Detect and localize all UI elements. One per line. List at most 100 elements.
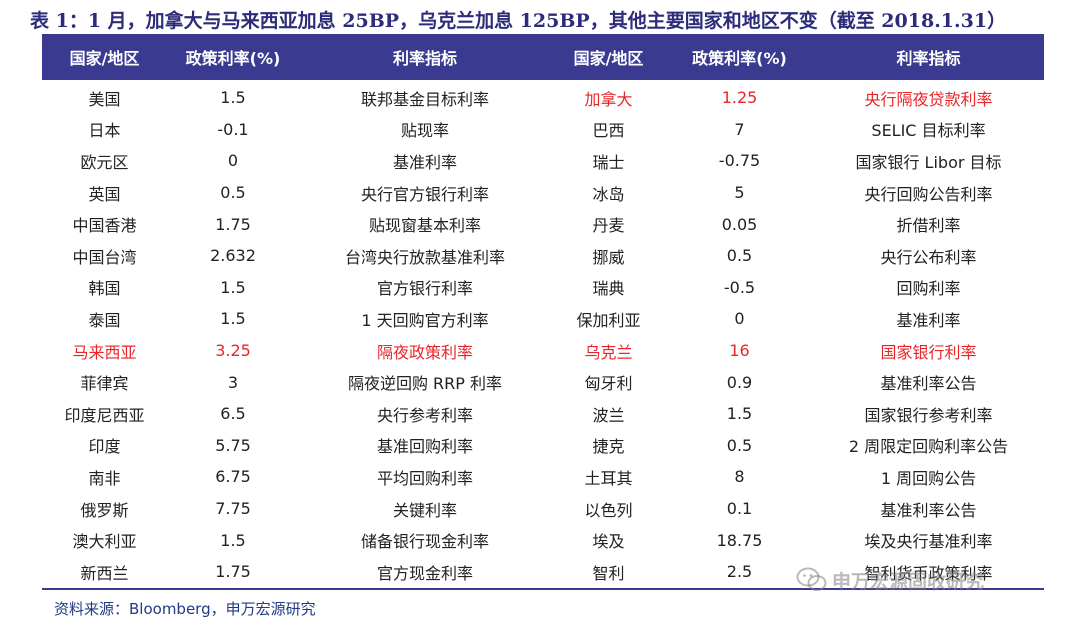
cell-indicator-right: 智利货币政策利率 (864, 563, 993, 583)
cell-region-right: 匈牙利 (584, 374, 633, 394)
cell-region-left: 泰国 (88, 310, 121, 330)
cell-region-left: 美国 (88, 89, 121, 109)
cell-indicator-left: 官方银行利率 (376, 279, 473, 299)
cell-rate-left: 1.5 (220, 309, 246, 329)
cell-rate-left: 2.632 (210, 246, 256, 266)
cell-rate-left: 1.75 (215, 214, 251, 234)
source-note: 资料来源：Bloomberg，申万宏源研究 (54, 600, 316, 618)
cell-rate-left: 1.75 (215, 562, 251, 582)
cell-indicator-right: 折借利率 (896, 216, 961, 236)
cell-region-right: 土耳其 (584, 468, 633, 488)
cell-region-right: 以色列 (584, 500, 633, 520)
cell-region-right: 乌克兰 (584, 342, 633, 362)
table-header: 国家/地区 政策利率(%) 利率指标 国家/地区 政策利率(%) 利率指标 (42, 34, 1044, 80)
header-region-right: 国家/地区 (573, 49, 644, 68)
table-row: 菲律宾 3 隔夜逆回购 RRP 利率 匈牙利 0.9 基准利率公告 (42, 366, 1044, 398)
cell-region-right: 捷克 (592, 437, 625, 457)
cell-region-right: 冰岛 (592, 184, 625, 204)
table-row: 日本 -0.1 贴现率 巴西 7 SELIC 目标利率 (42, 114, 1044, 146)
table-row: 南非 6.75 平均回购利率 土耳其 8 1 周回购公告 (42, 461, 1044, 493)
cell-indicator-right: 回购利率 (896, 279, 961, 299)
cell-indicator-right: 基准利率公告 (880, 374, 977, 394)
table-row: 泰国 1.5 1 天回购官方利率 保加利亚 0 基准利率 (42, 303, 1044, 335)
cell-indicator-left: 贴现率 (400, 121, 449, 141)
cell-indicator-right: 埃及央行基准利率 (864, 532, 993, 552)
cell-region-left: 日本 (88, 121, 121, 141)
cell-region-right: 瑞士 (592, 152, 625, 172)
cell-indicator-left: 贴现窗基本利率 (368, 216, 481, 236)
cell-region-right: 瑞典 (592, 279, 625, 299)
cell-region-left: 马来西亚 (72, 342, 137, 362)
wechat-icon (796, 567, 827, 591)
cell-rate-right: 0 (734, 309, 745, 329)
cell-rate-left: 1.5 (220, 88, 246, 108)
cell-region-left: 欧元区 (80, 152, 129, 172)
cell-indicator-left: 储备银行现金利率 (360, 532, 489, 552)
cell-indicator-left: 联邦基金目标利率 (360, 89, 489, 109)
cell-rate-right: 0.5 (726, 246, 753, 266)
table-row: 澳大利亚 1.5 储备银行现金利率 埃及 18.75 埃及央行基准利率 (42, 524, 1044, 556)
cell-indicator-left: 1 天回购官方利率 (361, 310, 489, 330)
cell-rate-left: 0.5 (220, 183, 246, 203)
cell-region-left: 中国台湾 (72, 247, 137, 267)
table-row: 新西兰 1.75 官方现金利率 智利 2.5 智利货币政策利率 (42, 556, 1044, 588)
table-row: 印度尼西亚 6.5 央行参考利率 波兰 1.5 国家银行参考利率 (42, 398, 1044, 430)
cell-indicator-right: 央行回购公告利率 (864, 184, 993, 204)
cell-indicator-right: SELIC 目标利率 (871, 121, 986, 141)
cell-indicator-left: 官方现金利率 (376, 563, 473, 583)
cell-rate-left: 5.75 (215, 435, 251, 455)
cell-region-left: 菲律宾 (80, 374, 129, 394)
cell-indicator-right: 国家银行利率 (880, 342, 977, 362)
table-title: 表 1：1 月，加拿大与马来西亚加息 25BP，乌克兰加息 125BP，其他主要… (30, 10, 1007, 32)
cell-region-right: 智利 (592, 563, 625, 583)
table-row: 美国 1.5 联邦基金目标利率 加拿大 1.25 央行隔夜贷款利率 (42, 82, 1044, 114)
cell-rate-right: 5 (734, 183, 745, 203)
cell-rate-right: 1.25 (721, 88, 758, 108)
table-row: 韩国 1.5 官方银行利率 瑞典 -0.5 回购利率 (42, 272, 1044, 304)
policy-rate-table: 国家/地区 政策利率(%) 利率指标 国家/地区 政策利率(%) 利率指标 美国… (42, 34, 1044, 590)
header-region-left: 国家/地区 (69, 49, 140, 68)
cell-rate-left: 0 (227, 151, 239, 171)
cell-region-right: 波兰 (592, 405, 625, 425)
cell-region-left: 中国香港 (72, 216, 137, 236)
cell-region-left: 韩国 (88, 279, 121, 299)
table-row: 中国香港 1.75 贴现窗基本利率 丹麦 0.05 折借利率 (42, 208, 1044, 240)
cell-indicator-left: 基准回购利率 (376, 437, 473, 457)
cell-rate-left: -0.1 (217, 119, 249, 139)
cell-indicator-right: 基准利率 (896, 310, 961, 330)
cell-indicator-left: 关键利率 (392, 500, 457, 520)
cell-region-right: 加拿大 (584, 89, 633, 109)
cell-rate-right: 18.75 (716, 530, 763, 550)
cell-rate-left: 6.5 (220, 404, 246, 424)
cell-indicator-left: 基准利率 (392, 152, 457, 172)
header-indicator-right: 利率指标 (896, 49, 961, 68)
cell-indicator-right: 国家银行参考利率 (864, 405, 993, 425)
cell-indicator-left: 平均回购利率 (376, 468, 473, 488)
cell-region-left: 澳大利亚 (72, 532, 137, 552)
table-row: 马来西亚 3.25 隔夜政策利率 乌克兰 16 国家银行利率 (42, 335, 1044, 367)
cell-indicator-right: 央行公布利率 (880, 247, 977, 267)
cell-rate-right: 0.05 (721, 214, 758, 234)
cell-region-left: 印度尼西亚 (64, 405, 145, 425)
cell-rate-right: 0.5 (726, 435, 753, 455)
cell-rate-left: 1.5 (220, 277, 246, 297)
header-rate-left: 政策利率(%) (185, 49, 281, 68)
header-rate-right: 政策利率(%) (692, 49, 787, 68)
cell-region-left: 南非 (88, 468, 121, 488)
cell-rate-right: 2.5 (726, 562, 753, 582)
table-row: 中国台湾 2.632 台湾央行放款基准利率 挪威 0.5 央行公布利率 (42, 240, 1044, 272)
watermark-text: 申万宏源固收研究 (832, 570, 985, 593)
header-indicator-left: 利率指标 (392, 49, 457, 68)
table-body: 美国 1.5 联邦基金目标利率 加拿大 1.25 央行隔夜贷款利率 日本 -0.1 贴现率 巴西 7… (42, 82, 1044, 590)
cell-rate-left: 7.75 (215, 499, 251, 519)
cell-region-left: 俄罗斯 (80, 500, 129, 520)
cell-indicator-right: 2 周限定回购利率公告 (848, 437, 1009, 457)
cell-rate-left: 3 (227, 372, 239, 392)
cell-region-right: 挪威 (592, 247, 625, 267)
cell-region-left: 英国 (88, 184, 121, 204)
cell-region-right: 保加利亚 (576, 310, 641, 330)
table-row: 俄罗斯 7.75 关键利率 以色列 0.1 基准利率公告 (42, 493, 1044, 525)
cell-rate-left: 3.25 (215, 341, 251, 361)
cell-rate-right: 8 (734, 467, 745, 487)
table-row: 英国 0.5 央行官方银行利率 冰岛 5 央行回购公告利率 (42, 177, 1044, 209)
